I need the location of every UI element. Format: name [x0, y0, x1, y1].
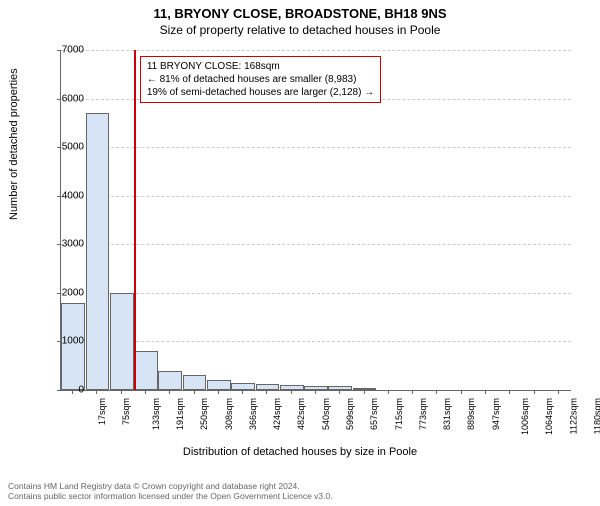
ytick-label: 6000: [44, 93, 84, 104]
xtick-label: 366sqm: [248, 398, 258, 430]
xtick-label: 75sqm: [121, 398, 131, 425]
xtick-label: 540sqm: [321, 398, 331, 430]
ytick-label: 2000: [44, 287, 84, 298]
xtick-mark: [291, 390, 292, 394]
gridline: [61, 50, 571, 51]
xtick-label: 424sqm: [272, 398, 282, 430]
xtick-mark: [218, 390, 219, 394]
annotation-line: 19% of semi-detached houses are larger (…: [147, 86, 374, 99]
xtick-mark: [485, 390, 486, 394]
chart-title-main: 11, BRYONY CLOSE, BROADSTONE, BH18 9NS: [0, 6, 600, 21]
xtick-mark: [242, 390, 243, 394]
footer-attribution: Contains HM Land Registry data © Crown c…: [8, 481, 333, 502]
histogram-bar: [86, 113, 110, 390]
histogram-bar: [110, 293, 134, 390]
xtick-label: 1006sqm: [520, 398, 530, 435]
annotation-line: 11 BRYONY CLOSE: 168sqm: [147, 60, 374, 73]
xtick-mark: [96, 390, 97, 394]
xtick-label: 947sqm: [491, 398, 501, 430]
xtick-mark: [412, 390, 413, 394]
xtick-label: 889sqm: [466, 398, 476, 430]
xtick-label: 482sqm: [296, 398, 306, 430]
footer-line-1: Contains HM Land Registry data © Crown c…: [8, 481, 333, 492]
xtick-label: 1122sqm: [568, 398, 578, 434]
xtick-mark: [266, 390, 267, 394]
plot-area: 11 BRYONY CLOSE: 168sqm← 81% of detached…: [60, 50, 571, 391]
annotation-box: 11 BRYONY CLOSE: 168sqm← 81% of detached…: [140, 56, 381, 103]
x-axis-label: Distribution of detached houses by size …: [0, 446, 600, 458]
gridline: [61, 196, 571, 197]
xtick-mark: [121, 390, 122, 394]
gridline: [61, 244, 571, 245]
histogram-bar: [231, 383, 255, 390]
chart-area: 11 BRYONY CLOSE: 168sqm← 81% of detached…: [60, 50, 570, 420]
histogram-bar: [280, 385, 304, 390]
xtick-mark: [315, 390, 316, 394]
histogram-bar: [207, 380, 231, 390]
xtick-mark: [461, 390, 462, 394]
xtick-label: 133sqm: [151, 398, 161, 430]
xtick-mark: [388, 390, 389, 394]
xtick-mark: [364, 390, 365, 394]
xtick-label: 17sqm: [97, 398, 107, 425]
xtick-mark: [169, 390, 170, 394]
xtick-label: 599sqm: [345, 398, 355, 430]
xtick-label: 715sqm: [394, 398, 404, 430]
chart-title-sub: Size of property relative to detached ho…: [0, 23, 600, 37]
histogram-bar: [158, 371, 182, 390]
ytick-label: 0: [44, 385, 84, 396]
histogram-bar: [183, 375, 207, 390]
annotation-line: ← 81% of detached houses are smaller (8,…: [147, 73, 374, 86]
ytick-label: 1000: [44, 336, 84, 347]
xtick-mark: [534, 390, 535, 394]
y-axis-label: Number of detached properties: [8, 68, 20, 220]
ytick-label: 5000: [44, 142, 84, 153]
ytick-label: 4000: [44, 190, 84, 201]
xtick-label: 773sqm: [418, 398, 428, 430]
ytick-label: 7000: [44, 45, 84, 56]
xtick-label: 831sqm: [442, 398, 452, 430]
xtick-mark: [436, 390, 437, 394]
xtick-mark: [194, 390, 195, 394]
gridline: [61, 293, 571, 294]
histogram-bar: [134, 351, 158, 390]
footer-line-2: Contains public sector information licen…: [8, 491, 333, 502]
gridline: [61, 341, 571, 342]
gridline: [61, 147, 571, 148]
reference-line: [134, 50, 136, 390]
xtick-label: 250sqm: [199, 398, 209, 430]
xtick-mark: [558, 390, 559, 394]
xtick-label: 191sqm: [175, 398, 185, 430]
xtick-label: 1064sqm: [544, 398, 554, 435]
xtick-label: 308sqm: [224, 398, 234, 430]
xtick-mark: [145, 390, 146, 394]
xtick-label: 1180sqm: [592, 398, 600, 434]
ytick-label: 3000: [44, 239, 84, 250]
xtick-label: 657sqm: [369, 398, 379, 430]
xtick-mark: [339, 390, 340, 394]
xtick-mark: [509, 390, 510, 394]
